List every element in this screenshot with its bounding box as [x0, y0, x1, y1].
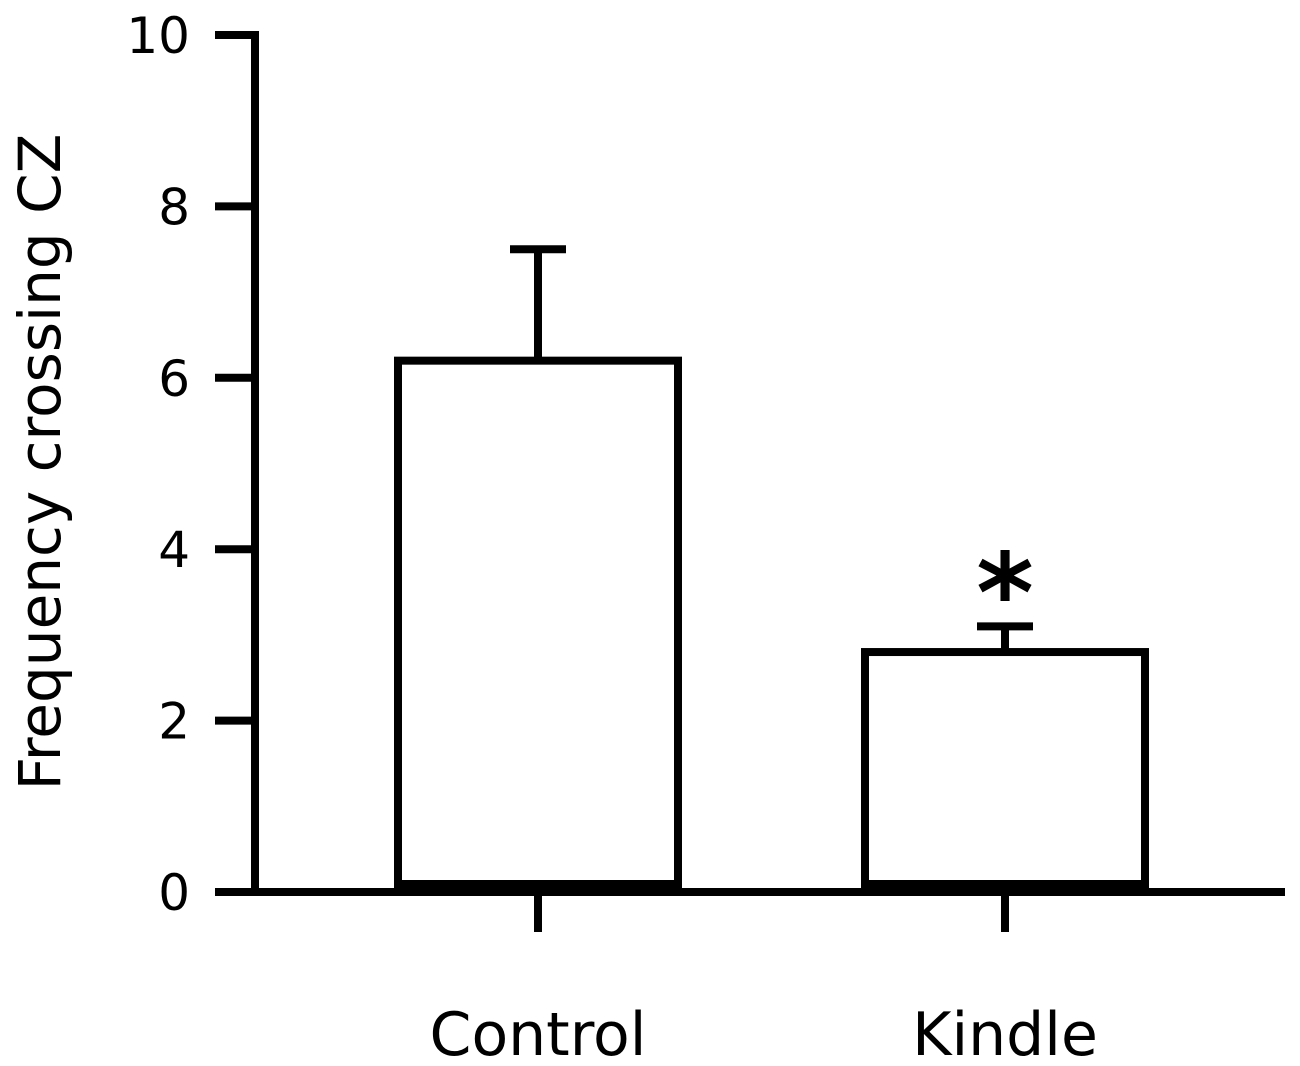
labels: Control Kindle * — [430, 529, 1098, 1066]
bar-control — [394, 356, 682, 889]
x-axis — [218, 888, 1285, 932]
significance-marker: * — [976, 529, 1034, 657]
y-tick-label: 8 — [158, 178, 190, 236]
bar-kindle — [861, 648, 1149, 888]
y-tick-label: 2 — [158, 693, 190, 751]
category-label-control: Control — [430, 1000, 647, 1066]
y-tick-label: 6 — [158, 350, 190, 408]
bars — [394, 245, 1149, 889]
category-label-kindle: Kindle — [912, 1000, 1098, 1066]
y-tick-label: 0 — [158, 864, 190, 922]
y-tick-label: 4 — [158, 521, 190, 579]
y-tick-label: 10 — [126, 7, 190, 65]
y-axis-title: Frequency crossing CZ — [6, 134, 74, 791]
y-axis: 0 2 4 6 8 10 — [126, 7, 259, 922]
